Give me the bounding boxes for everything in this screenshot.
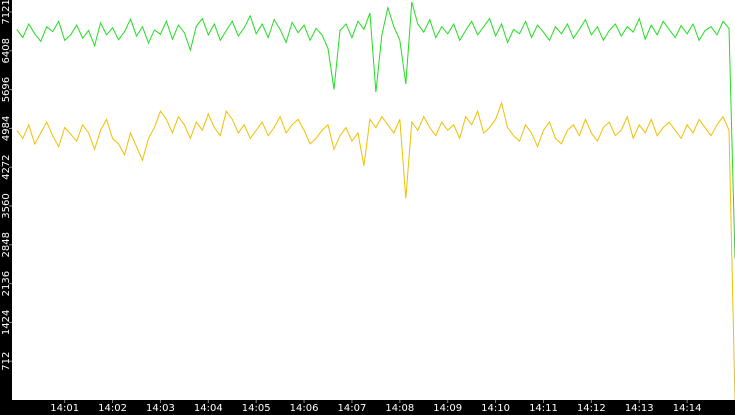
x-tick-label: 14:02 xyxy=(98,403,127,414)
y-tick-label: 3560 xyxy=(1,193,12,218)
y-tick-label: 7121 xyxy=(1,0,12,25)
y-tick-label: 4272 xyxy=(1,154,12,179)
x-tick-label: 14:14 xyxy=(673,403,702,414)
x-tick-label: 14:03 xyxy=(146,403,175,414)
y-axis-band xyxy=(0,0,12,415)
series-line xyxy=(16,2,735,259)
y-tick-label: 6408 xyxy=(1,38,12,63)
y-tick-label: 2136 xyxy=(1,271,12,296)
x-tick-label: 14:07 xyxy=(338,403,367,414)
series-line xyxy=(16,101,735,401)
x-tick-label: 14:05 xyxy=(242,403,271,414)
y-tick-label: 2848 xyxy=(1,232,12,257)
y-tick-label: 4984 xyxy=(1,116,12,141)
y-tick-label: 712 xyxy=(1,352,12,371)
x-tick-label: 14:08 xyxy=(385,403,414,414)
x-tick-label: 14:06 xyxy=(290,403,319,414)
x-tick-label: 14:04 xyxy=(194,403,223,414)
x-tick-label: 14:01 xyxy=(50,403,79,414)
x-tick-label: 14:13 xyxy=(625,403,654,414)
y-tick-label: 5696 xyxy=(1,77,12,102)
x-axis-band xyxy=(0,400,735,415)
x-tick-label: 14:11 xyxy=(529,403,558,414)
y-tick-label: 1424 xyxy=(1,310,12,335)
x-tick-label: 14:12 xyxy=(577,403,606,414)
x-tick-label: 14:09 xyxy=(433,403,462,414)
x-tick-label: 14:10 xyxy=(481,403,510,414)
